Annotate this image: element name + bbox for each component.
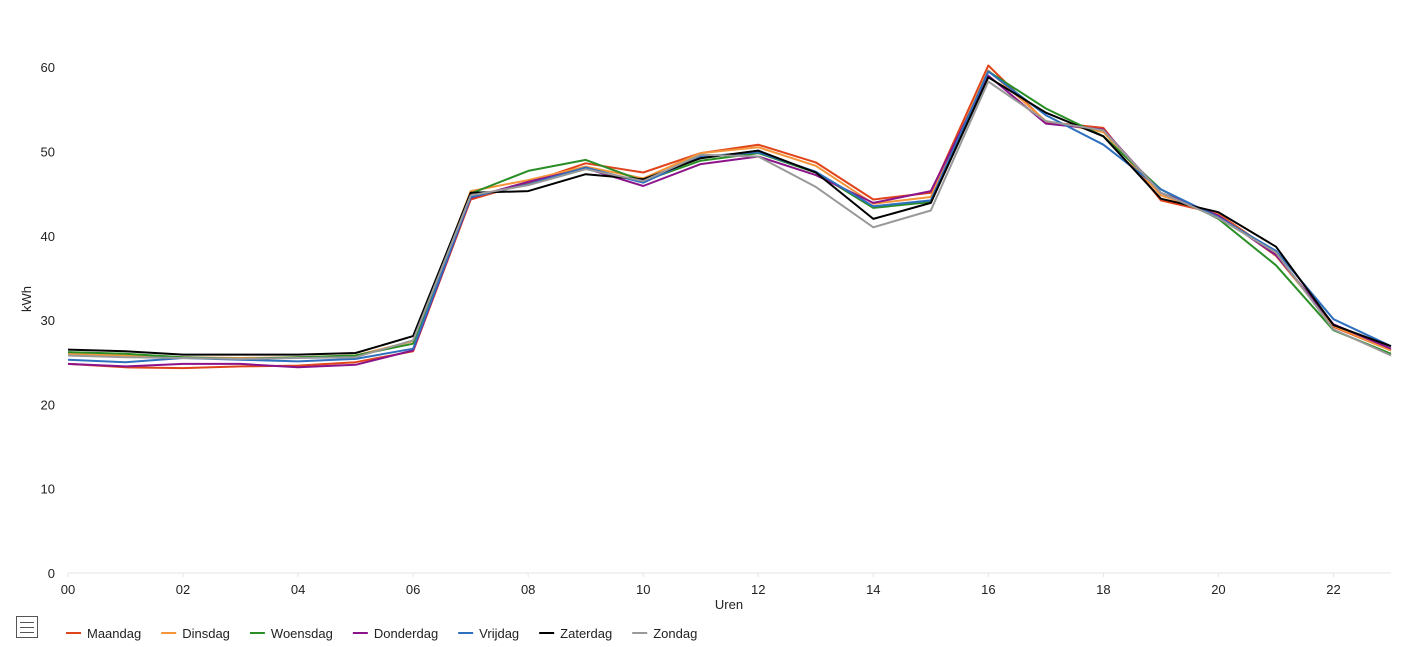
series-line-dinsdag[interactable] bbox=[67, 69, 1392, 359]
chart-menu-button[interactable] bbox=[16, 616, 38, 638]
legend-item-woensdag[interactable]: Woensdag bbox=[249, 626, 333, 641]
y-tick-label: 30 bbox=[41, 313, 55, 328]
x-tick-label: 02 bbox=[176, 582, 190, 597]
series-line-zondag[interactable] bbox=[67, 80, 1392, 360]
y-tick-label: 20 bbox=[41, 397, 55, 412]
hamburger-menu-icon-line bbox=[20, 632, 34, 633]
x-tick-label: 00 bbox=[61, 582, 75, 597]
hamburger-menu-icon-line bbox=[20, 627, 34, 628]
y-tick-label: 0 bbox=[48, 566, 55, 581]
x-tick-label: 10 bbox=[636, 582, 650, 597]
x-tick-label: 20 bbox=[1211, 582, 1225, 597]
y-axis-title: kWh bbox=[19, 286, 34, 312]
legend-label: Vrijdag bbox=[479, 626, 519, 641]
series-line-woensdag[interactable] bbox=[67, 70, 1392, 360]
series-layer bbox=[67, 64, 1392, 370]
legend-label: Maandag bbox=[87, 626, 141, 641]
x-tick-label: 12 bbox=[751, 582, 765, 597]
y-tick-label: 60 bbox=[41, 60, 55, 75]
x-tick-label: 06 bbox=[406, 582, 420, 597]
x-axis-title: Uren bbox=[715, 597, 743, 612]
series-line-zaterdag[interactable] bbox=[67, 76, 1392, 356]
series-line-donderdag[interactable] bbox=[67, 74, 1392, 369]
x-tick-label: 16 bbox=[981, 582, 995, 597]
legend-item-donderdag[interactable]: Donderdag bbox=[352, 626, 438, 641]
series-line-vrijdag[interactable] bbox=[67, 70, 1392, 364]
series-line-maandag[interactable] bbox=[67, 64, 1392, 370]
legend-item-dinsdag[interactable]: Dinsdag bbox=[161, 626, 230, 641]
y-tick-label: 40 bbox=[41, 229, 55, 244]
y-tick-label: 50 bbox=[41, 144, 55, 159]
x-tick-label: 22 bbox=[1326, 582, 1340, 597]
x-tick-label: 14 bbox=[866, 582, 880, 597]
legend-label: Zondag bbox=[653, 626, 697, 641]
legend-label: Zaterdag bbox=[560, 626, 612, 641]
legend-label: Dinsdag bbox=[182, 626, 230, 641]
legend-label: Woensdag bbox=[271, 626, 333, 641]
hamburger-menu-icon bbox=[20, 622, 34, 623]
x-tick-label: 08 bbox=[521, 582, 535, 597]
legend-item-vrijdag[interactable]: Vrijdag bbox=[458, 626, 519, 641]
x-tick-label: 18 bbox=[1096, 582, 1110, 597]
legend-item-maandag[interactable]: Maandag bbox=[66, 626, 141, 641]
axes: 0 10 20 30 40 50 60 00 02 04 06 08 10 12 14 16 18 20 22 bbox=[41, 60, 1391, 597]
legend-item-zondag[interactable]: Zondag bbox=[632, 626, 697, 641]
legend-item-zaterdag[interactable]: Zaterdag bbox=[539, 626, 612, 641]
legend-label: Donderdag bbox=[374, 626, 438, 641]
y-tick-label: 10 bbox=[41, 482, 55, 497]
x-tick-label: 04 bbox=[291, 582, 305, 597]
legend: Maandag Dinsdag Woensdag Donderdag Vrijdag Za… bbox=[66, 626, 697, 641]
